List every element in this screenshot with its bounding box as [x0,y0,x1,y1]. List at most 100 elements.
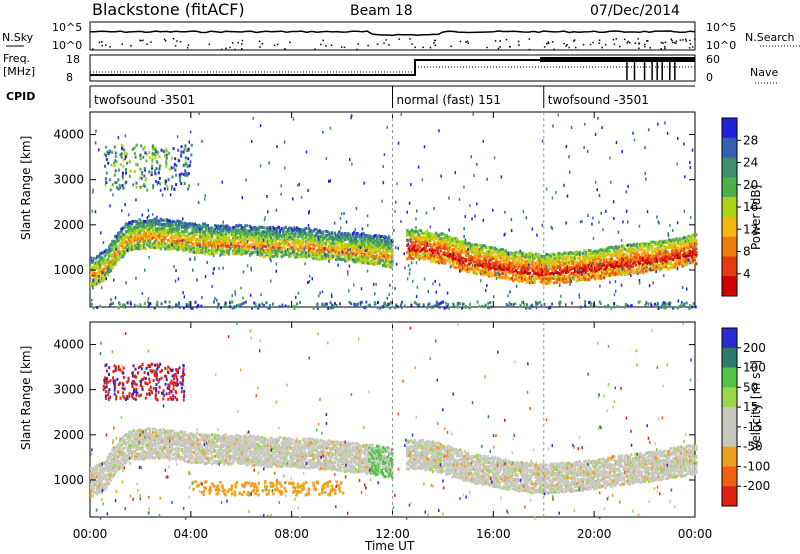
power-cell [117,250,120,254]
power-cell [505,255,509,259]
power-cell [430,247,433,251]
power-cell [112,193,114,197]
power-cell [215,242,218,246]
power-cell [313,243,317,247]
power-cell [489,266,492,270]
power-cell [477,268,480,272]
power-cell [413,231,417,235]
power-cell [459,244,462,248]
power-cell [182,241,185,245]
power-cell [262,226,265,230]
power-cell [168,242,172,246]
power-cell [590,275,594,279]
power-cell [384,235,386,239]
power-cell [322,256,326,260]
power-cell [160,148,163,152]
power-cell [453,248,456,251]
power-cell [388,246,391,250]
velocity-cell [105,460,108,464]
nsearch-dot [660,41,663,44]
power-cell [96,262,99,266]
power-cell [192,268,194,272]
power-cell [114,254,117,258]
power-cell [103,152,106,156]
power-cell [660,247,663,251]
power-cell [150,243,153,247]
power-cell [463,241,467,245]
power-cell [224,229,228,233]
power-cell [539,300,542,304]
power-cell [633,259,636,263]
power-cell [684,244,687,248]
power-cell [578,250,581,254]
power-cell [462,266,465,270]
power-cell [253,242,256,246]
power-cell [483,273,486,277]
power-cell [540,304,543,308]
power-cell [159,241,163,245]
power-cell [507,261,510,265]
power-cell [587,272,591,276]
power-cell [410,233,414,237]
power-cell [407,256,411,260]
power-cell [270,279,272,283]
power-cell [583,256,586,260]
power-cell [518,271,521,275]
power-cell [522,209,525,213]
power-cell [189,231,193,235]
power-cell [633,252,636,256]
power-cell [619,256,622,260]
power-cell [415,239,418,243]
power-cell [489,254,492,258]
power-cell [542,277,545,281]
power-cell [276,252,279,256]
power-cell [153,152,156,156]
power-cell [667,252,671,256]
power-cell [121,249,125,253]
power-cell [543,302,546,306]
power-cell [684,251,687,255]
power-cell [146,237,149,241]
power-cell [171,185,174,188]
power-cell [622,267,625,271]
power-cell [329,250,332,253]
power-cell [147,234,150,238]
power-cell [275,262,278,266]
power-cell [173,162,176,166]
power-cell [199,227,201,231]
power-cell [425,252,429,256]
power-cell [643,248,647,252]
power-cell [357,241,361,245]
power-cell [359,246,362,250]
power-cell [687,249,690,253]
power-cell [505,275,509,278]
power-cell [204,247,208,250]
power-cell [155,153,158,156]
power-cell [204,237,208,241]
power-cell [584,300,587,304]
power-cell [283,236,287,240]
power-cell [613,253,616,257]
power-cell [536,277,539,281]
power-cell [448,255,451,259]
power-cell [540,254,544,258]
power-cell [113,164,116,168]
power-cell [153,226,156,230]
power-cell [693,239,696,243]
power-cell [257,228,261,232]
power-cell [159,227,163,231]
power-cell [251,250,255,254]
power-cell [595,276,598,280]
power-cell [460,263,464,267]
power-cell [99,304,102,308]
power-cell [136,247,140,251]
power-cell [362,242,365,246]
power-cell [267,228,270,232]
power-cell [410,236,414,240]
power-cell [102,241,105,245]
power-cell [490,251,494,254]
power-cell [626,264,630,268]
power-cell [586,272,589,276]
power-cell [345,257,349,261]
power-cell [590,302,593,306]
